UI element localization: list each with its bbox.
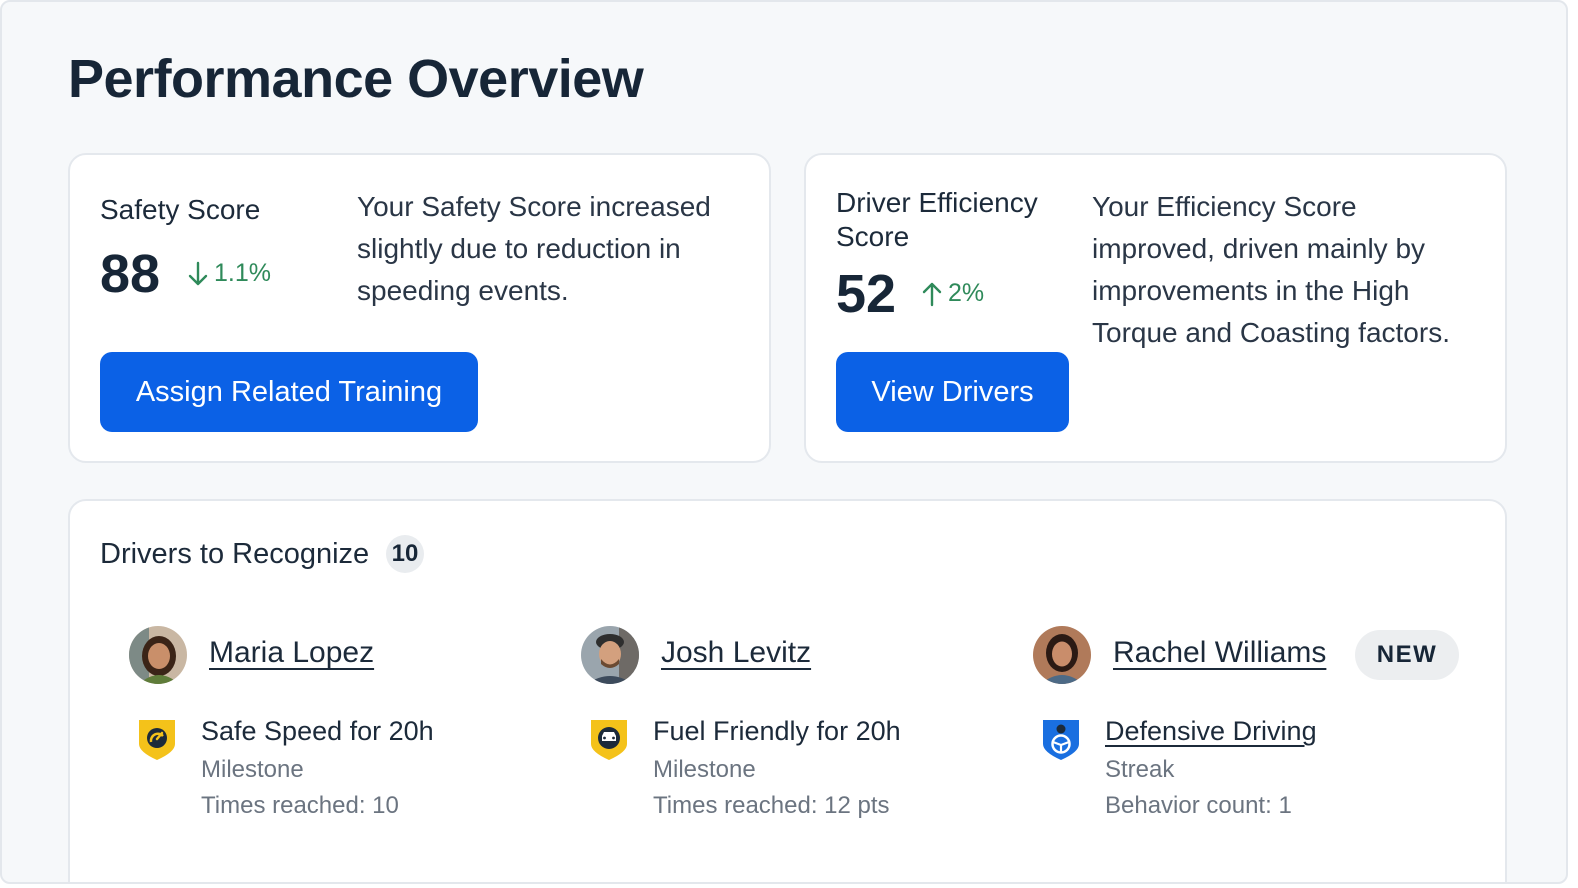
driver-name-link[interactable]: Rachel Williams xyxy=(1113,636,1327,669)
safety-score-delta: 1.1% xyxy=(188,259,271,288)
driver-name-link[interactable]: Maria Lopez xyxy=(209,636,375,669)
arrow-up-icon xyxy=(922,281,942,307)
efficiency-score-description: Your Efficiency Score improved, driven m… xyxy=(1092,191,1450,348)
arrow-down-icon xyxy=(188,261,208,287)
safety-score-delta-text: 1.1% xyxy=(214,259,271,287)
safety-score-card: Safety Score 88 1.1% Your Safety Score i… xyxy=(68,153,771,463)
safety-score-value: 88 xyxy=(100,244,161,304)
achievement-title-link[interactable]: Defensive Driving xyxy=(1105,716,1317,746)
achievement-count: Times reached: 12 pts xyxy=(653,792,890,819)
achievement-title: Fuel Friendly for 20h xyxy=(653,716,901,746)
driver-item: Josh Levitz Fuel Friendly for 20h Milest… xyxy=(581,626,1021,836)
efficiency-score-delta-text: 2% xyxy=(948,279,985,307)
driver-item: Maria Lopez Safe Speed for 20h Milestone… xyxy=(129,626,569,836)
achievement-count: Behavior count: 1 xyxy=(1105,792,1292,819)
driver-item: Rachel Williams NEW Defensive Driving St… xyxy=(1033,626,1473,836)
efficiency-score-delta: 2% xyxy=(922,279,984,308)
avatar[interactable] xyxy=(1033,626,1091,684)
achievement-count: Times reached: 10 xyxy=(201,792,399,819)
count-badge: 10 xyxy=(386,535,424,573)
drivers-to-recognize-card: Drivers to Recognize 10 Maria Lopez xyxy=(68,499,1507,882)
assign-related-training-button[interactable]: Assign Related Training xyxy=(100,352,478,432)
steering-wheel-badge-icon xyxy=(1041,716,1081,762)
page-title: Performance Overview xyxy=(68,49,644,109)
speedometer-badge-icon xyxy=(137,716,177,762)
car-badge-icon xyxy=(589,716,629,762)
efficiency-score-label: Driver Efficiency Score xyxy=(836,187,1038,252)
achievement-type: Milestone xyxy=(653,756,756,783)
avatar[interactable] xyxy=(581,626,639,684)
achievement-title: Safe Speed for 20h xyxy=(201,716,434,746)
achievement-type: Milestone xyxy=(201,756,304,783)
section-title: Drivers to Recognize xyxy=(100,538,370,570)
view-drivers-button[interactable]: View Drivers xyxy=(836,352,1069,432)
avatar[interactable] xyxy=(129,626,187,684)
driver-name-link[interactable]: Josh Levitz xyxy=(661,636,812,669)
safety-score-description: Your Safety Score increased slightly due… xyxy=(357,191,711,306)
new-badge: NEW xyxy=(1355,630,1459,680)
safety-score-label: Safety Score xyxy=(100,194,261,225)
efficiency-score-value: 52 xyxy=(836,264,897,324)
driver-efficiency-card: Driver Efficiency Score 52 2% Your Effic… xyxy=(804,153,1507,463)
achievement-type: Streak xyxy=(1105,756,1175,783)
